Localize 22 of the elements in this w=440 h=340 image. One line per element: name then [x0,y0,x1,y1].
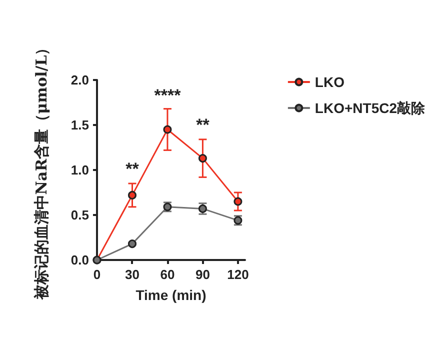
annotation: ** [126,160,140,179]
y-tick-label: 2.0 [70,72,89,88]
y-tick-label: 1.5 [70,118,89,132]
x-tick-label: 30 [125,267,140,282]
point [163,125,172,134]
y-tick-label: 0.0 [70,252,89,268]
legend-label: LKO+NT5C2敲除 [314,100,426,116]
legend-label: LKO [314,74,345,90]
x-tick-label: 0 [93,267,101,282]
point [198,154,207,163]
x-tick-label: 60 [160,267,175,282]
annotation: **** [154,86,182,105]
y-tick-label: 0.5 [70,208,89,222]
x-tick-label: 120 [227,267,249,282]
y-tick-label: 1.0 [70,162,89,178]
x-axis-title: Time (min) [136,287,206,303]
point [128,240,136,248]
point [234,197,242,206]
y-axis-title: 被标记的血清中NaR含量（μmol/L） [32,40,50,301]
point [128,190,136,200]
annotation: ** [196,116,210,134]
x-tick-label: 90 [195,267,210,282]
